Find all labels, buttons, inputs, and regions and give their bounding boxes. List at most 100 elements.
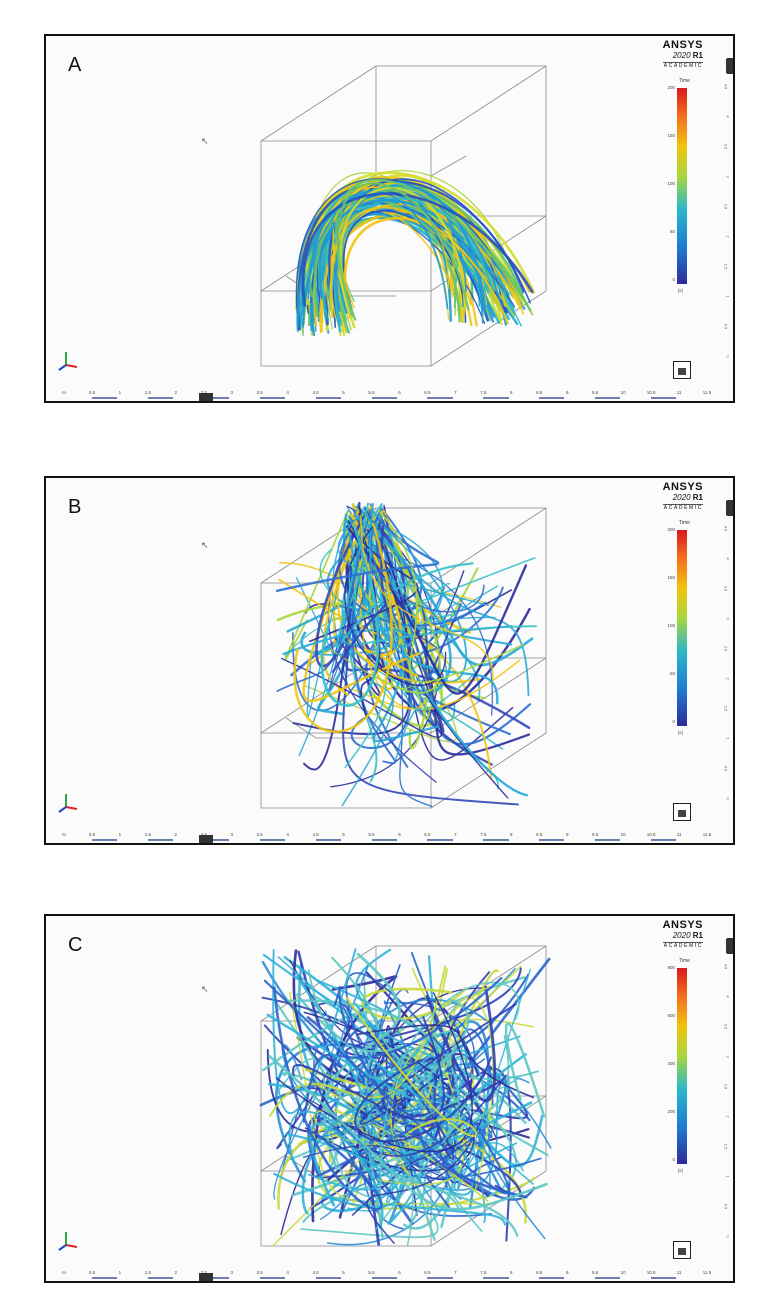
viewport-panel-b[interactable]: B ↖ ANSYS 2020 R1 ACADEMIC Time 200 150 100 50 0 [s…	[44, 476, 735, 845]
viewport-panel-c[interactable]: C ↖ ANSYS 2020 R1 ACADEMIC Time 800 600 400 200 0 […	[44, 914, 735, 1283]
mouse-cursor-icon: ↖	[201, 984, 209, 994]
panel-label: C	[68, 934, 83, 956]
ruler-segment	[315, 839, 341, 841]
streamline	[356, 1024, 535, 1099]
streamline	[362, 973, 530, 1209]
ruler-tick: 7	[454, 1270, 457, 1275]
ruler-tick: 3	[230, 1270, 233, 1275]
streamline	[292, 503, 388, 712]
legend-tick: 150	[667, 575, 675, 580]
mouse-cursor-icon: ↖	[201, 540, 209, 550]
streamline-scene[interactable]	[46, 478, 733, 843]
ruler-segment	[483, 1277, 509, 1279]
ruler-segment	[539, 1277, 565, 1279]
ruler-tick: 9.5	[592, 1270, 599, 1275]
streamline	[277, 956, 534, 1185]
streamline	[328, 519, 372, 691]
ruler-segment	[371, 397, 397, 399]
ruler-tick: 8	[510, 1270, 513, 1275]
streamline	[453, 968, 532, 1192]
ruler-segment	[483, 839, 509, 841]
ruler-segment	[203, 1277, 229, 1279]
panel-expand-tab[interactable]	[726, 500, 733, 516]
time-color-legend: Time 800 600 400 200 0 [s]	[667, 958, 711, 1198]
streamline	[379, 981, 520, 1219]
ruler-tick: 9.5	[592, 390, 599, 395]
legend-tick: 0	[672, 277, 675, 282]
streamline	[331, 956, 549, 1157]
streamline-scene[interactable]	[46, 36, 733, 401]
streamlines	[275, 501, 537, 807]
ruler-tick: 3.5	[256, 832, 263, 837]
view-cube-icon[interactable]	[673, 803, 691, 821]
vertical-ruler: 4.5 4 3.5 3 2.5 2 1.5 1 0.5 0	[721, 84, 731, 384]
axis-triad-icon[interactable]	[56, 1229, 80, 1253]
streamline	[504, 1022, 546, 1118]
ruler-tick: 8.5	[536, 390, 543, 395]
streamline	[366, 1118, 483, 1244]
ansys-logo: ANSYS 2020 R1 ACADEMIC	[662, 919, 703, 949]
view-cube-icon[interactable]	[673, 1241, 691, 1259]
ruler-tick: 7	[454, 832, 457, 837]
ruler-segment	[91, 1277, 118, 1279]
ruler-tick: 6.5	[424, 832, 431, 837]
streamline	[376, 519, 410, 696]
streamline	[345, 1087, 482, 1231]
ruler-tick: 7.5	[480, 1270, 487, 1275]
panel-expand-tab[interactable]	[726, 938, 733, 954]
legend-tick: 50	[669, 229, 675, 234]
ansys-logo: ANSYS 2020 R1 ACADEMIC	[662, 39, 703, 69]
ruler-tick: 6	[398, 832, 401, 837]
ruler-tick: 7.5	[480, 390, 487, 395]
mouse-cursor-icon: ↖	[201, 136, 209, 146]
panel-expand-tab[interactable]	[726, 58, 733, 74]
legend-color-bar	[677, 968, 687, 1164]
streamline	[363, 508, 440, 743]
streamline	[345, 967, 522, 1060]
streamline	[425, 985, 497, 1103]
streamline	[365, 1050, 519, 1237]
ruler-tick: 8.5	[536, 1270, 543, 1275]
vertical-ruler-tick: 4	[725, 557, 731, 560]
ruler-tick: 9.5	[592, 832, 599, 837]
vertical-ruler-tick: 4	[725, 995, 731, 998]
vertical-ruler-tick: 3.5	[723, 143, 729, 150]
legend-tick: 100	[667, 181, 675, 186]
ruler-segment	[147, 397, 174, 399]
legend-tick: 800	[667, 965, 675, 970]
streamline	[263, 979, 510, 1195]
ruler-tick: 11	[676, 832, 682, 837]
legend-title: Time	[679, 78, 690, 84]
timeline-marker[interactable]	[199, 1273, 214, 1281]
view-cube-icon[interactable]	[673, 361, 691, 379]
ruler-tick: 1.5	[144, 1270, 151, 1275]
timeline-marker[interactable]	[199, 835, 214, 843]
viewport-panel-a[interactable]: A ↖ ANSYS 2020 R1 ACADEMIC Time 200 150 100 50 0 [s…	[44, 34, 735, 403]
ruler-tick: 3	[230, 390, 233, 395]
timeline-marker[interactable]	[199, 393, 214, 401]
streamline	[302, 977, 503, 1123]
legend-unit: [s]	[678, 288, 683, 293]
vertical-ruler-tick: 1	[725, 295, 731, 298]
vertical-ruler-tick: 1	[725, 737, 731, 740]
vertical-ruler-tick: 0.5	[723, 1203, 729, 1210]
axis-triad-icon[interactable]	[56, 349, 80, 373]
streamline	[337, 182, 470, 316]
ruler-tick: 4.5	[312, 832, 319, 837]
vertical-ruler-tick: 2	[725, 235, 731, 238]
vertical-ruler-tick: 0	[725, 1235, 731, 1238]
streamline	[315, 510, 369, 668]
streamline	[377, 509, 525, 683]
ruler-segment	[371, 839, 397, 841]
vertical-ruler-tick: 1.5	[723, 705, 729, 712]
axis-triad-icon[interactable]	[56, 791, 80, 815]
vertical-ruler-tick: 2.5	[723, 645, 729, 652]
ruler-tick: 10	[620, 390, 626, 395]
streamline	[335, 502, 474, 648]
time-color-legend: Time 200 150 100 50 0 [s]	[667, 520, 711, 760]
streamline-scene[interactable]	[46, 916, 733, 1281]
ruler-segment	[259, 397, 285, 399]
streamline	[381, 951, 493, 1138]
vertical-ruler-tick: 3	[725, 617, 731, 620]
ruler-segment	[595, 397, 621, 399]
